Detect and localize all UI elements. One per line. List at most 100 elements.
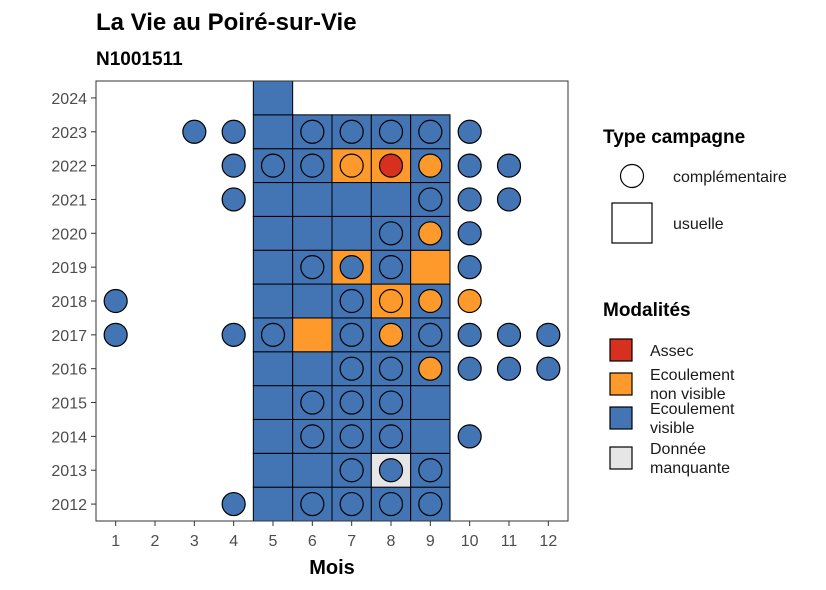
legend-key-assec — [609, 338, 633, 362]
usuelle-tile-2020-5 — [252, 215, 294, 251]
usuelle-tile-2014-9 — [410, 418, 451, 454]
x-tick-label-8: 8 — [387, 533, 396, 550]
x-tick-label-12: 12 — [539, 533, 557, 550]
complementaire-point-2012-7 — [339, 491, 364, 517]
x-tick-label-7: 7 — [347, 533, 356, 550]
legend-key-non_visible — [609, 372, 633, 396]
y-tick-label-2022: 2022 — [51, 159, 87, 176]
complementaire-point-2022-6 — [300, 153, 325, 178]
complementaire-point-2022-7 — [339, 153, 364, 178]
complementaire-point-2017-1 — [103, 322, 128, 347]
y-tick-label-2016: 2016 — [51, 362, 87, 379]
complementaire-point-2016-11 — [496, 356, 522, 381]
complementaire-point-2019-10 — [457, 255, 482, 280]
legend-label-visible-0: Ecoulement — [650, 401, 735, 418]
x-tick-label-4: 4 — [229, 533, 238, 550]
complementaire-point-2017-12 — [536, 322, 561, 347]
legend-type-campagne: Type campagne complémentaire usuelle — [603, 127, 787, 244]
complementaire-point-2018-7 — [339, 288, 364, 314]
complementaire-point-2023-4 — [221, 119, 246, 144]
x-tick-label-3: 3 — [190, 533, 199, 550]
usuelle-tile-2012-5 — [252, 486, 294, 522]
complementaire-point-2017-7 — [339, 322, 364, 347]
legend-label-non_visible-1: non visible — [650, 386, 726, 403]
complementaire-point-2020-8 — [378, 221, 404, 246]
usuelle-tile-2020-7 — [331, 215, 372, 251]
complementaire-point-2012-9 — [418, 491, 443, 517]
complementaire-point-2016-10 — [457, 356, 482, 381]
complementaire-point-2013-9 — [418, 458, 443, 483]
complementaire-point-2017-9 — [418, 322, 443, 347]
chart-title: La Vie au Poiré-sur-Vie — [96, 9, 357, 36]
complementaire-point-2019-8 — [378, 255, 404, 280]
legend-square-key — [611, 202, 653, 244]
usuelle-tile-2017-6 — [292, 317, 333, 353]
legend-label-non_visible-0: Ecoulement — [650, 367, 735, 384]
legend-key-manquante — [609, 446, 633, 470]
y-tick-label-2017: 2017 — [51, 328, 87, 345]
complementaire-point-2012-6 — [300, 491, 325, 517]
x-tick-label-9: 9 — [426, 533, 435, 550]
complementaire-point-2016-9 — [418, 356, 443, 381]
complementaire-point-2016-7 — [339, 356, 364, 381]
usuelle-tile-2015-5 — [252, 385, 294, 420]
complementaire-point-2014-10 — [457, 424, 482, 449]
y-tick-label-2014: 2014 — [51, 429, 87, 446]
usuelle-tile-2021-5 — [252, 182, 294, 217]
usuelle-tile-2013-5 — [252, 452, 294, 488]
x-tick-label-6: 6 — [308, 533, 317, 550]
y-tick-label-2019: 2019 — [51, 260, 87, 277]
usuelle-tiles — [252, 80, 451, 522]
complementaire-point-2023-9 — [418, 119, 443, 144]
chart-subtitle: N1001511 — [96, 49, 183, 70]
x-axis-title: Mois — [309, 557, 355, 579]
complementaire-point-2018-10 — [457, 288, 482, 314]
complementaire-point-2022-10 — [457, 153, 482, 178]
x-tick-label-1: 1 — [111, 533, 120, 550]
legend-circle-key — [619, 163, 645, 189]
complementaire-point-2023-3 — [182, 119, 207, 144]
y-tick-label-2018: 2018 — [51, 294, 87, 311]
complementaire-point-2020-10 — [457, 221, 482, 246]
complementaire-point-2017-5 — [260, 322, 286, 347]
complementaire-point-2015-7 — [339, 390, 364, 415]
complementaire-point-2019-7 — [339, 255, 364, 280]
y-tick-label-2012: 2012 — [51, 497, 87, 514]
complementaire-point-2022-9 — [418, 153, 443, 178]
legend-label-visible-1: visible — [650, 420, 695, 437]
usuelle-tile-2021-6 — [292, 182, 333, 217]
y-tick-label-2020: 2020 — [51, 226, 87, 243]
complementaire-point-2021-10 — [457, 187, 482, 212]
complementaire-point-2016-12 — [536, 356, 561, 381]
usuelle-tile-2018-6 — [292, 283, 333, 319]
complementaire-point-2023-10 — [457, 119, 482, 144]
usuelle-tile-2015-9 — [410, 385, 451, 420]
complementaire-point-2021-4 — [221, 187, 246, 212]
usuelle-tile-2016-5 — [252, 351, 294, 387]
x-axis: 1 2 3 4 5 6 7 8 9 10 11 12 — [111, 521, 557, 550]
complementaire-point-2012-4 — [221, 491, 246, 517]
complementaire-point-2019-6 — [300, 255, 325, 280]
x-tick-label-10: 10 — [461, 533, 479, 550]
x-tick-label-11: 11 — [501, 533, 518, 550]
complementaire-point-2017-10 — [457, 322, 482, 347]
usuelle-tile-2016-6 — [292, 351, 333, 387]
legend-label-complementaire: complémentaire — [673, 169, 787, 186]
complementaire-point-2014-7 — [339, 424, 364, 449]
usuelle-tile-2020-6 — [292, 215, 333, 251]
usuelle-tile-2018-5 — [252, 283, 294, 319]
complementaire-point-2017-4 — [221, 322, 246, 347]
complementaire-point-2021-9 — [418, 187, 443, 212]
x-tick-label-5: 5 — [269, 533, 278, 550]
y-tick-label-2015: 2015 — [51, 396, 87, 413]
legend-label-usuelle: usuelle — [673, 216, 724, 233]
x-tick-label-2: 2 — [151, 533, 160, 550]
complementaire-point-2017-11 — [496, 322, 522, 347]
y-tick-label-2013: 2013 — [51, 463, 87, 480]
complementaire-point-2022-11 — [496, 153, 522, 178]
legend-shape-title: Type campagne — [603, 127, 745, 148]
complementaire-point-2015-6 — [300, 390, 325, 415]
usuelle-tile-2024-5 — [252, 80, 294, 116]
